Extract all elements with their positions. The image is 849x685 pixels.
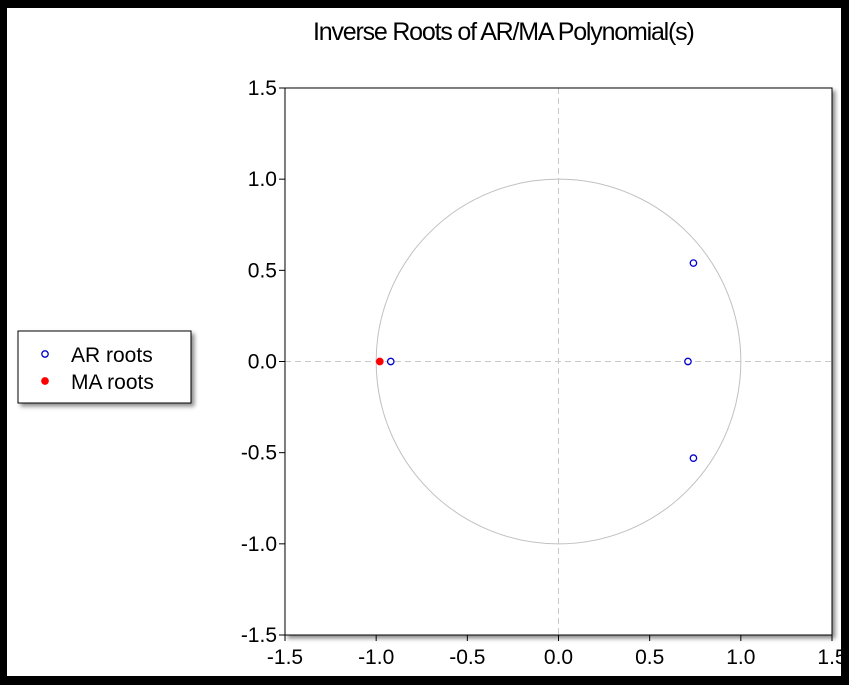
x-tick-label: 1.5 [817,646,841,669]
legend: AR roots MA roots [17,330,192,404]
legend-ar-marker [41,350,49,358]
x-tick-label: -1.0 [358,646,394,669]
y-tick-label: -1.0 [241,533,277,556]
chart-title: Inverse Roots of AR/MA Polynomial(s) [313,18,694,46]
ar-root-point [684,357,692,366]
y-tick-label: -0.5 [241,442,277,465]
y-tick-label: 0.0 [248,351,277,374]
legend-ma-marker [41,377,49,385]
x-tick-label: -0.5 [449,646,485,669]
root-plot: Inverse Roots of AR/MA Polynomial(s) -1.… [17,18,841,669]
y-tick-label: -1.5 [241,624,277,647]
x-tick-label: 0.0 [544,646,573,669]
legend-ar-label: AR roots [71,344,153,367]
y-tick-label: 1.5 [248,77,277,100]
plot-area: -1.5 -1.0 -0.5 0.0 0.5 1.0 1.5 1.5 1.0 0.5 0.0 -0.5… [241,77,841,669]
legend-box [17,330,192,404]
x-tick-label: 1.0 [726,646,755,669]
ar-root-point [689,454,698,462]
ar-root-point [386,357,395,366]
legend-ma-label: MA roots [71,371,154,394]
x-tick-label: -1.5 [267,646,303,669]
x-tick-label: 0.5 [635,646,664,669]
chart-frame: Inverse Roots of AR/MA Polynomial(s) -1.… [7,8,841,676]
ar-root-point [689,259,698,267]
y-tick-label: 0.5 [248,259,277,282]
y-tick-label: 1.0 [248,168,277,191]
ma-root-point [375,357,384,366]
